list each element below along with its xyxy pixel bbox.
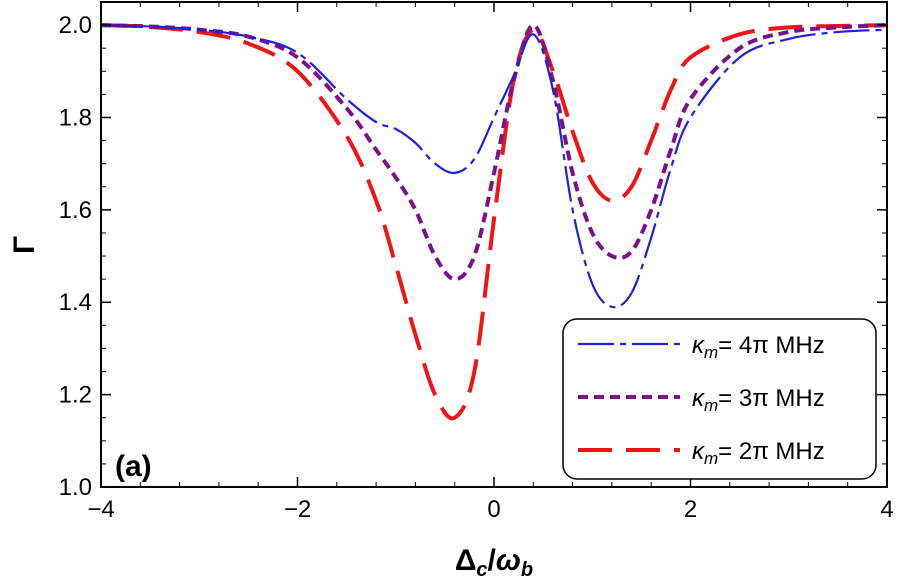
x-tick-label: 0 xyxy=(487,496,500,523)
x-axis-title: Δc/ωb xyxy=(455,544,533,581)
y-tick-label: 1.0 xyxy=(59,474,92,501)
tick-labels-layer: −4 −2 0 2 4 1.0 1.2 1.4 1.6 1.8 2.0 xyxy=(59,12,894,523)
legend-label-1: κm= 4π MHz xyxy=(692,332,825,362)
x-tick-label: 4 xyxy=(880,496,893,523)
y-tick-label: 2.0 xyxy=(59,12,92,39)
x-tick-label: −4 xyxy=(87,496,114,523)
y-tick-label: 1.2 xyxy=(59,382,92,409)
y-tick-label: 1.4 xyxy=(59,289,92,316)
series-layer xyxy=(101,23,887,421)
legend: κm= 4π MHz κm= 3π MHz κm= 2π MHz xyxy=(562,318,877,480)
x-tick-label: 2 xyxy=(684,496,697,523)
legend-box xyxy=(562,318,877,480)
series-line-1 xyxy=(101,24,887,309)
x-tick-label: −2 xyxy=(284,496,311,523)
plot-frame xyxy=(100,1,888,488)
legend-label-3: κm= 2π MHz xyxy=(692,438,825,468)
series-line-2 xyxy=(101,23,887,282)
panel-label: (a) xyxy=(115,450,152,483)
y-tick-label: 1.6 xyxy=(59,197,92,224)
y-axis-title: Γ xyxy=(8,236,41,254)
legend-label-2: κm= 3π MHz xyxy=(692,385,825,415)
series-line-3 xyxy=(101,23,887,421)
y-tick-label: 1.8 xyxy=(59,104,92,131)
